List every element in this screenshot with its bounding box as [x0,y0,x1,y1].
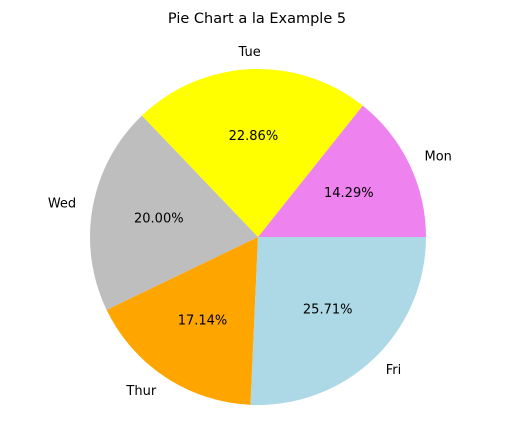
slice-label-wed: Wed [48,197,76,212]
pct-label-thur: 17.14% [178,314,228,329]
pie-slice-wed [90,115,258,310]
pie-slice-mon [258,105,426,238]
slice-label-fri: Fri [386,363,402,378]
slice-label-tue: Tue [237,45,260,60]
pie-slice-thur [106,237,258,405]
pie-slices [90,68,426,405]
pct-label-wed: 20.00% [134,212,184,227]
pie-labels: Mon 14.29% Tue 22.86% Wed 20.00% Thur 17.14% Fri… [48,45,452,399]
slice-label-thur: Thur [125,384,156,399]
pie-slice-fri [250,237,426,405]
pct-label-tue: 22.86% [229,129,279,144]
pie-slice-tue [141,68,363,237]
chart-title: Pie Chart a la Example 5 [168,11,346,27]
slice-label-mon: Mon [425,149,452,164]
pct-label-fri: 25.71% [303,302,353,317]
pct-label-mon: 14.29% [324,186,374,201]
